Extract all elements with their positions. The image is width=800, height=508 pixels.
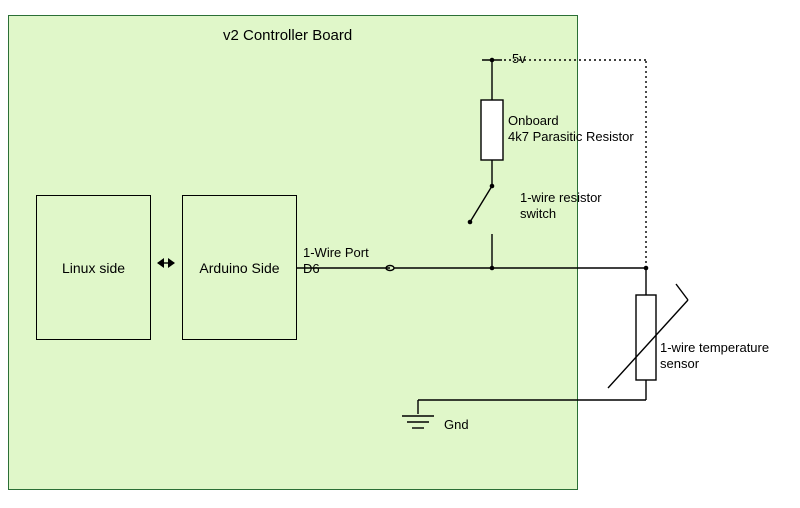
one-wire-port-label: 1-Wire Port D6 [303,245,369,276]
ground-label: Gnd [444,417,469,433]
arduino-side-label: Arduino Side [199,260,279,276]
temp-sensor-label: 1-wire temperature sensor [660,340,769,371]
switch-label: 1-wire resistor switch [520,190,602,221]
arduino-side-block: Arduino Side [182,195,297,340]
linux-side-label: Linux side [62,260,125,276]
board-title: v2 Controller Board [223,27,352,45]
diagram-canvas: Linux side Arduino Side v2 Controller Bo… [0,0,800,508]
resistor-label: Onboard 4k7 Parasitic Resistor [508,113,634,144]
linux-side-block: Linux side [36,195,151,340]
five-volt-label: 5v [512,51,526,67]
